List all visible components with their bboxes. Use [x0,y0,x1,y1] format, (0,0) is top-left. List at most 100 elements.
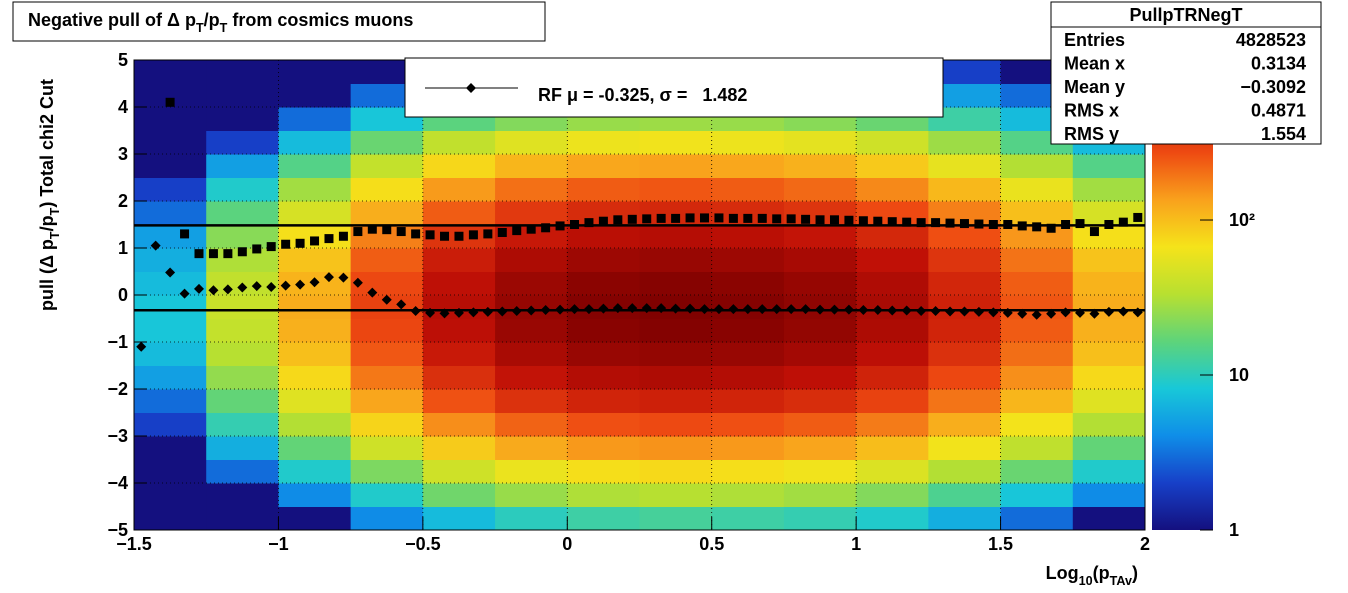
label-part: pull (Δ p [37,239,57,311]
heat-cell [134,224,207,249]
mean-marker [179,288,190,299]
heat-cell [783,459,857,484]
heat-cell [278,177,352,202]
heat-cell [1072,506,1146,531]
heat-cell [206,412,279,437]
heat-cell [1000,271,1074,296]
stats-title: PullpTRNegT [1130,5,1243,25]
rms-marker [425,230,435,240]
heat-cell [134,459,207,484]
heat-cell [856,365,929,390]
rms-marker [887,217,897,227]
heat-cell [711,389,785,413]
heat-cell [422,248,496,272]
heat-cell [639,342,713,366]
mean-marker [136,341,147,352]
x-tick-label: −0.5 [405,534,441,554]
rms-marker [656,213,666,223]
heat-cell [495,436,568,460]
heat-cell [1072,342,1146,366]
heat-cell [783,271,857,296]
mean-marker [165,267,176,278]
mean-marker [800,304,811,315]
heat-cell [278,365,352,390]
heat-cell [711,271,785,296]
rms-marker [411,229,421,239]
rms-marker [858,216,868,226]
heat-cell [1000,389,1074,413]
heat-cell [495,248,568,272]
z-tick-label: 10 [1229,365,1249,385]
heat-cell [639,412,713,437]
rms-marker [627,214,637,224]
rms-marker [541,223,551,233]
heat-cell [1000,412,1074,437]
rms-marker [728,213,738,223]
heat-cell [856,412,929,437]
heat-cell [206,318,279,343]
rms-marker [786,214,796,224]
heat-cell [134,506,207,531]
heat-cell [206,436,279,460]
heat-cell [350,459,424,484]
heat-cell [928,459,1002,484]
heat-cell [856,459,929,484]
rms-marker [281,239,291,249]
heat-cell [422,342,496,366]
heat-cell [639,459,713,484]
heat-cell [567,459,640,484]
mean-marker [916,305,927,316]
heat-cell [567,318,640,343]
rms-marker [685,213,695,223]
mean-marker [352,277,363,288]
heat-cell [711,224,785,249]
z-tick-label: 10² [1229,210,1255,230]
heat-cell [350,154,424,178]
heat-cell [206,506,279,531]
heat-cell [928,365,1002,390]
heat-cell [928,389,1002,413]
mean-marker [526,305,537,316]
mean-marker [425,307,436,318]
rms-marker [454,231,464,241]
heat-cell [1072,177,1146,202]
heat-cell [856,154,929,178]
heat-cell [422,459,496,484]
mean-marker [453,307,464,318]
label-part: /p [204,10,220,30]
heat-cell [278,201,352,225]
rms-marker [815,215,825,225]
rms-marker [873,216,883,226]
label-part: ) [1132,563,1138,583]
y-tick-label: −1 [107,332,128,352]
heat-cell [422,389,496,413]
stats-label: Mean y [1064,77,1125,97]
rms-marker [324,234,334,244]
heat-cell [1072,483,1146,507]
mean-marker [598,303,609,314]
legend-marker [466,83,476,93]
stats-label: Entries [1064,30,1125,50]
heat-cell [1000,177,1074,202]
heat-cell [278,107,352,131]
heat-cell [567,342,640,366]
heat-cell [639,436,713,460]
heat-cell [783,224,857,249]
heat-cell [495,412,568,437]
label-part: Log [1046,563,1079,583]
rms-marker [468,230,478,240]
heat-cell [206,154,279,178]
heat-cell [1000,154,1074,178]
rms-marker [1133,212,1143,222]
mean-marker [1060,307,1071,318]
rms-marker [1017,221,1027,231]
heat-cell [711,483,785,507]
mean-marker [237,282,248,293]
rms-marker [440,231,450,241]
rms-marker [310,236,320,246]
heat-cell [1072,271,1146,296]
heat-cell [350,412,424,437]
mean-marker [1103,306,1114,317]
rms-marker [526,224,536,234]
rms-marker [1075,219,1085,229]
